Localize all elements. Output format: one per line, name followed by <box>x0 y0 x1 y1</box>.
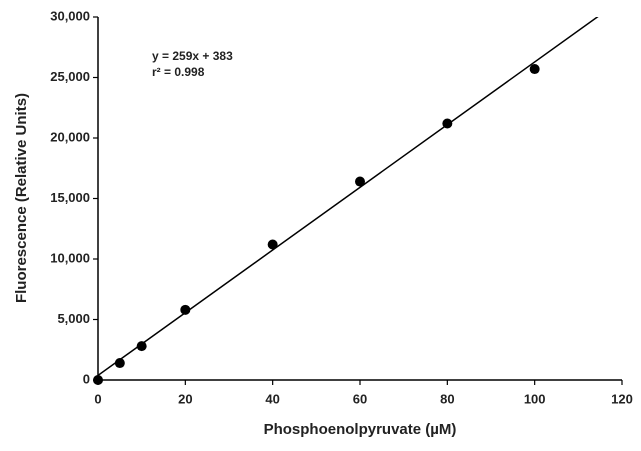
data-point <box>114 358 125 369</box>
y-tick-label: 30,000 <box>50 8 90 23</box>
x-tick-label: 0 <box>94 391 101 406</box>
x-tick-label: 100 <box>524 391 546 406</box>
x-tick-label: 60 <box>353 391 367 406</box>
data-point <box>355 176 365 187</box>
y-axis-title: Fluorescence (Relative Units) <box>13 93 30 303</box>
data-point <box>93 375 103 385</box>
x-tick-label: 40 <box>265 391 279 406</box>
data-point <box>180 304 191 315</box>
data-point <box>267 239 278 250</box>
x-tick-label: 80 <box>440 391 454 406</box>
data-point <box>136 341 147 352</box>
y-tick-label: 10,000 <box>50 250 90 265</box>
x-tick-label: 20 <box>178 391 192 406</box>
y-tick-label: 25,000 <box>50 69 90 84</box>
annotation: r² = 0.998 <box>152 65 205 79</box>
y-tick-label: 5,000 <box>57 311 90 326</box>
y-tick-label: 0 <box>83 371 90 386</box>
y-tick-label: 20,000 <box>50 129 90 144</box>
x-tick-label: 120 <box>611 391 633 406</box>
annotation: y = 259x + 383 <box>152 49 233 63</box>
x-axis-title: Phosphoenolpyruvate (µM) <box>264 421 457 438</box>
y-tick-label: 15,000 <box>50 190 90 205</box>
data-point <box>442 118 453 129</box>
data-point <box>529 64 540 75</box>
